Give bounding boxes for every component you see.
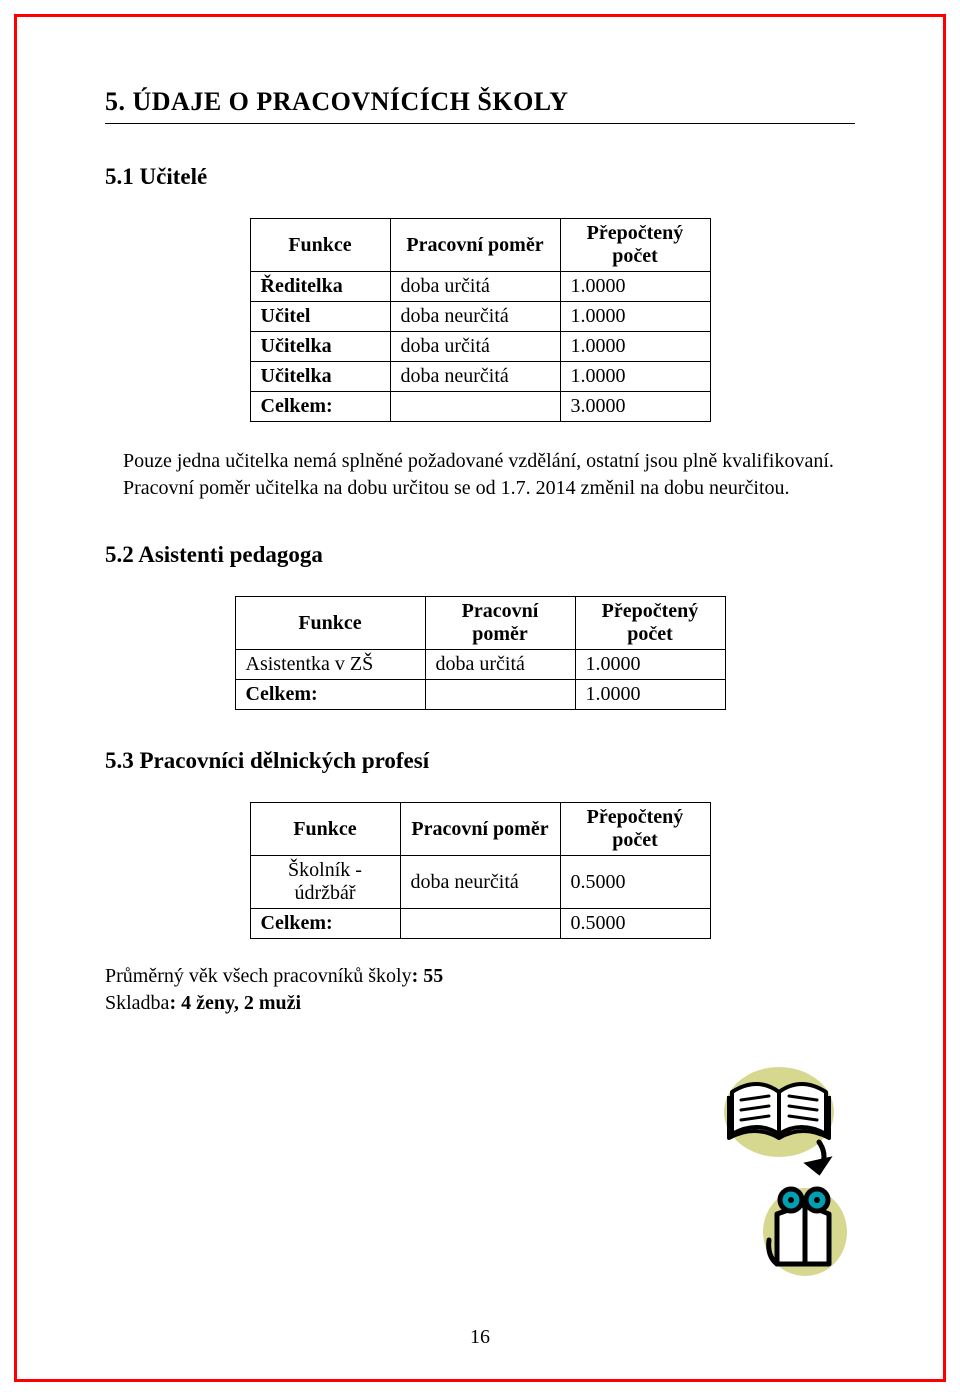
cell-pomer: doba určitá xyxy=(425,650,575,680)
cell-funkce: Učitel xyxy=(250,302,390,332)
table-row: Učitelkadoba neurčitá1.0000 xyxy=(250,362,710,392)
section-5-2-heading: 5.2 Asistenti pedagoga xyxy=(105,542,855,568)
heading-rule xyxy=(105,123,855,124)
table-5-1-wrap: FunkcePracovní poměrPřepočtenýpočetŘedit… xyxy=(105,218,855,422)
table-5-1: FunkcePracovní poměrPřepočtenýpočetŘedit… xyxy=(250,218,711,422)
cell-pomer: doba neurčitá xyxy=(390,362,560,392)
cell-funkce: Učitelka xyxy=(250,332,390,362)
table-5-2-wrap: FunkcePracovnípoměrPřepočtenýpočetAsiste… xyxy=(105,596,855,710)
table-header: Funkce xyxy=(250,803,400,856)
table-row: Celkem: 1.0000 xyxy=(235,680,725,710)
table-header: Pracovnípoměr xyxy=(425,597,575,650)
table-5-2: FunkcePracovnípoměrPřepočtenýpočetAsiste… xyxy=(235,596,726,710)
table-header: Pracovní poměr xyxy=(390,219,560,272)
section-5-1-note: Pouze jedna učitelka nemá splněné požado… xyxy=(123,448,855,502)
note-line-2: Pracovní poměr učitelka na dobu určitou … xyxy=(123,477,790,499)
table-header: Přepočtenýpočet xyxy=(560,219,710,272)
table-5-3-wrap: FunkcePracovní poměrPřepočtenýpočetŠkoln… xyxy=(105,802,855,939)
cell-funkce: Učitelka xyxy=(250,362,390,392)
cell-pomer: doba neurčitá xyxy=(400,856,560,909)
table-header: Funkce xyxy=(235,597,425,650)
cell-pocet: 1.0000 xyxy=(575,650,725,680)
cell-pocet: 0.5000 xyxy=(560,909,710,939)
cell-pocet: 1.0000 xyxy=(575,680,725,710)
section-5-3-heading: 5.3 Pracovníci dělnických profesí xyxy=(105,748,855,774)
cell-pocet: 0.5000 xyxy=(560,856,710,909)
cell-pocet: 1.0000 xyxy=(560,332,710,362)
table-header: Přepočtenýpočet xyxy=(560,803,710,856)
cell-funkce: Celkem: xyxy=(250,909,400,939)
cell-pomer xyxy=(425,680,575,710)
cell-funkce: Celkem: xyxy=(250,392,390,422)
page-number: 16 xyxy=(17,1326,943,1349)
cell-pocet: 3.0000 xyxy=(560,392,710,422)
cell-pomer: doba určitá xyxy=(390,332,560,362)
table-row: Ředitelkadoba určitá1.0000 xyxy=(250,272,710,302)
footer-stats: Průměrný věk všech pracovníků školy: 55S… xyxy=(105,963,855,1017)
table-header: Funkce xyxy=(250,219,390,272)
cell-pocet: 1.0000 xyxy=(560,362,710,392)
cell-funkce: Celkem: xyxy=(235,680,425,710)
section-5-heading: 5. ÚDAJE O PRACOVNÍCÍCH ŠKOLY xyxy=(105,87,855,117)
spacer xyxy=(105,710,855,748)
section-5-1-heading: 5.1 Učitelé xyxy=(105,164,855,190)
cell-pocet: 1.0000 xyxy=(560,272,710,302)
table-5-3: FunkcePracovní poměrPřepočtenýpočetŠkoln… xyxy=(250,802,711,939)
cell-pomer: doba určitá xyxy=(390,272,560,302)
cell-funkce: Školník -údržbář xyxy=(250,856,400,909)
note-line-1: Pouze jedna učitelka nemá splněné požado… xyxy=(123,450,834,472)
table-row: Celkem: 0.5000 xyxy=(250,909,710,939)
cell-pomer xyxy=(390,392,560,422)
cell-pomer: doba neurčitá xyxy=(390,302,560,332)
page-frame: 5. ÚDAJE O PRACOVNÍCÍCH ŠKOLY 5.1 Učitel… xyxy=(14,14,946,1382)
table-row: Školník -údržbářdoba neurčitá0.5000 xyxy=(250,856,710,909)
table-row: Celkem: 3.0000 xyxy=(250,392,710,422)
cell-pocet: 1.0000 xyxy=(560,302,710,332)
table-row: Učiteldoba neurčitá1.0000 xyxy=(250,302,710,332)
cell-pomer xyxy=(400,909,560,939)
table-header: Pracovní poměr xyxy=(400,803,560,856)
book-reader-icon xyxy=(717,1064,847,1279)
cell-funkce: Asistentka v ZŠ xyxy=(235,650,425,680)
table-row: Učitelkadoba určitá1.0000 xyxy=(250,332,710,362)
table-row: Asistentka v ZŠdoba určitá1.0000 xyxy=(235,650,725,680)
cell-funkce: Ředitelka xyxy=(250,272,390,302)
table-header: Přepočtenýpočet xyxy=(575,597,725,650)
